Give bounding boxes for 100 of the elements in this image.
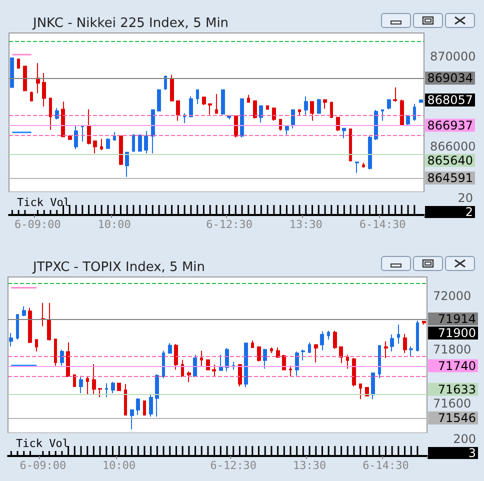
candlestick — [259, 105, 263, 124]
ref-line-label: 869034 — [427, 71, 473, 86]
candlestick — [371, 372, 375, 400]
candlestick — [384, 340, 388, 358]
candlestick — [225, 348, 229, 372]
candlestick — [74, 124, 78, 150]
candlestick — [240, 98, 244, 138]
candlestick — [162, 350, 165, 379]
candlestick — [234, 115, 238, 138]
candlestick — [215, 93, 218, 114]
candlestick — [266, 105, 269, 110]
candlestick — [23, 66, 27, 92]
candlestick — [320, 330, 324, 351]
candlestick — [164, 75, 167, 90]
ref-line-label: 866937 — [427, 118, 473, 132]
candlestick — [16, 314, 19, 340]
candlestick — [285, 124, 289, 136]
x-tick-label: 6-12:30 — [206, 218, 252, 231]
chart-title: Tick Vol — [16, 437, 69, 450]
candlestick — [86, 376, 89, 395]
x-tick-label: 6-09:00 — [14, 218, 61, 231]
candlestick — [422, 320, 426, 326]
candlestick — [413, 103, 416, 122]
candlestick — [132, 134, 135, 152]
candlestick — [168, 342, 172, 354]
candlestick — [333, 330, 337, 350]
candlestick — [47, 302, 51, 341]
ref-line-label: 864591 — [427, 171, 473, 186]
candlestick — [342, 128, 346, 139]
candlestick — [136, 398, 140, 416]
candlestick — [155, 374, 159, 418]
candlestick — [149, 393, 153, 418]
y-tick-label: 71600 — [433, 396, 472, 410]
ref-line-label: 865640 — [427, 153, 473, 168]
candlestick — [151, 109, 155, 154]
candlestick — [181, 359, 184, 378]
candlestick — [308, 342, 311, 354]
text: 71900 — [438, 326, 476, 340]
candlestick — [279, 118, 282, 132]
text: 2 — [465, 205, 473, 219]
candlestick — [409, 346, 413, 358]
candlestick — [111, 381, 115, 394]
candlestick — [124, 384, 127, 416]
candlestick — [390, 334, 394, 352]
ref-line-label: 71914 — [438, 312, 476, 326]
candlestick — [10, 57, 14, 89]
candlestick — [400, 99, 404, 126]
candlestick — [49, 98, 52, 130]
candlestick — [232, 361, 235, 370]
candlestick — [291, 109, 295, 129]
candlestick — [304, 96, 308, 116]
chart-title: JNKC - Nikkei 225 Index, 5 Min — [32, 16, 229, 31]
candlestick — [219, 354, 223, 371]
candlestick — [253, 100, 257, 120]
candlestick — [106, 138, 110, 150]
candlestick — [349, 128, 352, 162]
candlestick — [346, 354, 349, 370]
candlestick — [406, 115, 410, 126]
candlestick — [238, 364, 242, 387]
candlestick — [36, 62, 40, 94]
candlestick — [42, 72, 46, 108]
y-tick-label: 71800 — [433, 342, 472, 357]
candlestick — [419, 100, 423, 103]
candlestick — [157, 88, 161, 112]
x-tick-label: 13:30 — [292, 459, 326, 472]
candlestick — [355, 162, 359, 174]
x-tick-label: 6-14:30 — [362, 459, 409, 472]
text: 3 — [468, 446, 476, 460]
candlestick — [105, 382, 108, 398]
candlestick — [403, 334, 407, 354]
y-tick-label: 866000 — [430, 139, 476, 154]
candlestick — [227, 115, 231, 120]
candlestick — [41, 302, 45, 327]
candlestick — [314, 344, 318, 364]
candlestick — [221, 89, 225, 114]
candlestick — [381, 109, 384, 122]
candlestick — [193, 354, 197, 378]
candlestick — [54, 338, 57, 366]
candlestick — [276, 346, 280, 358]
ref-line-label: 71546 — [438, 410, 476, 425]
candlestick — [244, 342, 248, 388]
candlestick — [93, 140, 97, 154]
candlestick — [60, 349, 64, 366]
candlestick — [17, 58, 20, 69]
candlestick — [257, 346, 261, 362]
candlestick — [202, 96, 206, 106]
candlestick — [393, 86, 397, 102]
y-tick-label: 870000 — [430, 49, 476, 64]
candlestick — [251, 340, 254, 348]
candlestick — [66, 342, 70, 378]
candlestick — [170, 74, 174, 102]
candlestick — [125, 151, 129, 178]
x-tick-label: 6-09:00 — [20, 459, 66, 472]
candlestick — [289, 365, 292, 378]
text: 20 — [458, 191, 473, 205]
text: 868057 — [427, 93, 473, 108]
candlestick — [301, 349, 305, 361]
x-tick-label: 10:00 — [98, 218, 131, 231]
candlestick — [87, 108, 91, 145]
candlestick — [100, 138, 103, 150]
